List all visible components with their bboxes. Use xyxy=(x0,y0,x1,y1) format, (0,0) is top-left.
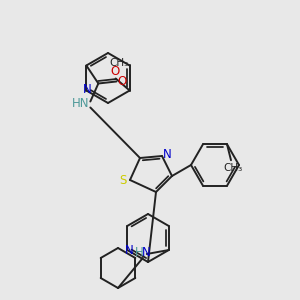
Text: H: H xyxy=(134,245,143,259)
Text: CH₃: CH₃ xyxy=(224,163,243,173)
Text: O: O xyxy=(110,65,119,78)
Text: N: N xyxy=(141,245,150,259)
Text: CH₃: CH₃ xyxy=(109,58,128,68)
Text: N: N xyxy=(83,83,92,96)
Text: N: N xyxy=(125,244,134,257)
Text: N: N xyxy=(163,148,171,160)
Text: O: O xyxy=(118,75,127,88)
Text: HN: HN xyxy=(72,97,89,110)
Text: S: S xyxy=(119,175,127,188)
